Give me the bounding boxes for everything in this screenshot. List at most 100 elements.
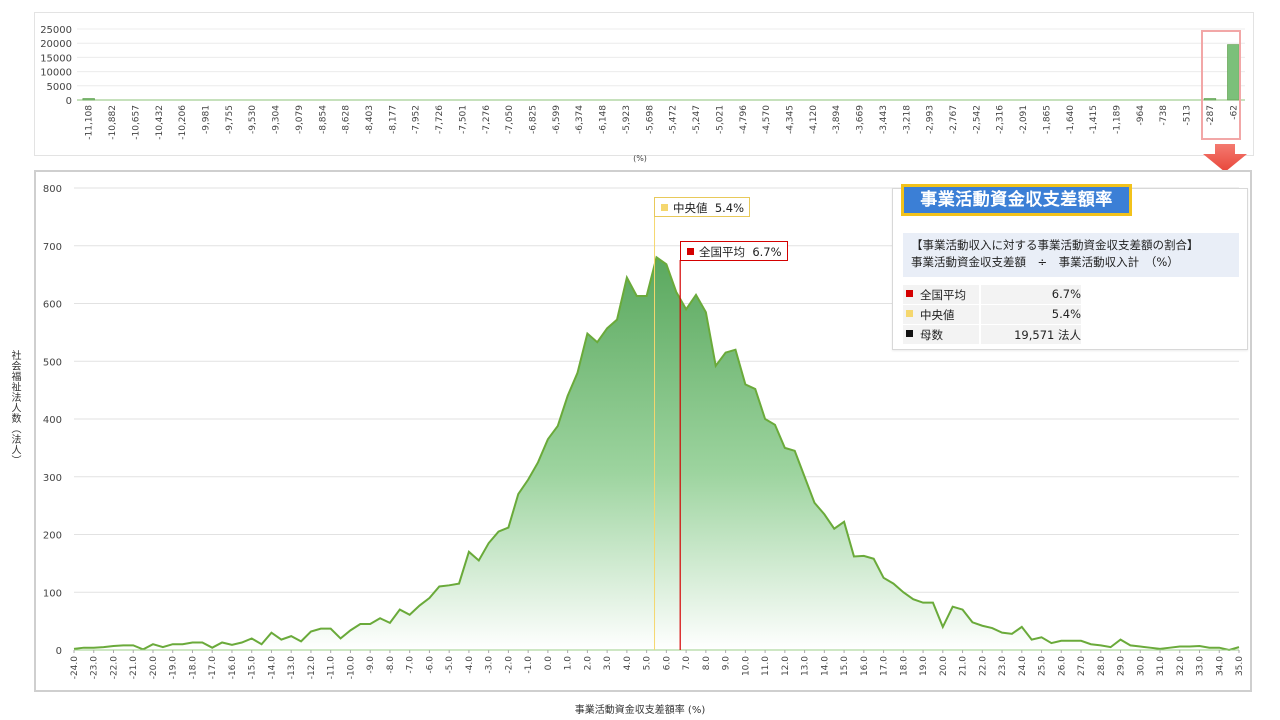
overview-bar: [1203, 98, 1217, 101]
overview-x-tick-label: -10,657: [131, 105, 141, 140]
overview-x-tick-label: -8,177: [388, 105, 398, 134]
overview-x-tick-label: -513: [1183, 105, 1193, 125]
overview-x-tick-label: -7,726: [435, 105, 445, 134]
overview-x-tick-label: -4,570: [762, 105, 772, 134]
overview-x-tick-label: -5,923: [622, 105, 632, 134]
overview-x-tick-label: -8,628: [342, 105, 352, 134]
overview-x-tick-label: -9,981: [201, 105, 211, 134]
x-tick-label: 32.0: [1176, 656, 1186, 676]
x-tick-label: 31.0: [1156, 656, 1166, 676]
summary-row-value: 5.4%: [1051, 307, 1081, 321]
overview-x-tick-label: -738: [1159, 105, 1169, 126]
summary-row-value: 6.7%: [1051, 287, 1081, 301]
overview-y-tick-label: 25000: [40, 25, 72, 36]
overview-x-tick-label: -2,993: [926, 105, 936, 134]
overview-y-tick-label: 20000: [40, 39, 72, 50]
overview-x-tick-label: -5,021: [715, 105, 725, 134]
x-tick-label: 14.0: [820, 656, 830, 676]
overview-x-tick-label: -10,882: [108, 105, 118, 140]
x-tick-label: 2.0: [583, 656, 593, 671]
x-tick-label: 22.0: [978, 656, 988, 676]
x-tick-label: 17.0: [880, 656, 890, 676]
overview-x-tick-label: -2,767: [949, 105, 959, 134]
x-tick-label: -23.0: [90, 656, 100, 680]
x-tick-label: -19.0: [169, 656, 179, 680]
x-tick-label: 27.0: [1077, 656, 1087, 676]
overview-x-tick-label: -6,374: [575, 105, 585, 134]
x-tick-label: -13.0: [287, 656, 297, 680]
overview-x-tick-label: -2,091: [1019, 105, 1029, 134]
x-tick-label: 7.0: [682, 656, 692, 671]
overview-histogram: 0 5000 10000 15000 20000 25000 -11,108 -10,882 -…: [40, 25, 1245, 140]
y-tick-label: 800: [43, 184, 62, 195]
x-tick-label: -5.0: [445, 656, 455, 674]
x-tick-label: -11.0: [327, 656, 337, 680]
mean-callout-value: 6.7%: [752, 245, 782, 259]
x-tick-label: 28.0: [1097, 656, 1107, 676]
overview-x-tick-label: -1,865: [1042, 105, 1052, 134]
overview-x-tick-label: -8,403: [365, 105, 375, 134]
overview-x-unit: (%): [633, 154, 647, 163]
x-tick-label: -20.0: [149, 656, 159, 680]
x-tick-label: -7.0: [406, 656, 416, 674]
overview-x-tick-label: -5,698: [645, 105, 655, 134]
x-tick-label: 29.0: [1117, 656, 1127, 676]
x-tick-label: -22.0: [109, 656, 119, 680]
overview-x-tick-label: -4,796: [739, 105, 749, 134]
x-tick-label: -8.0: [386, 656, 396, 674]
mean-callout: 全国平均 6.7%: [680, 241, 788, 261]
overview-x-tick-label: -7,952: [412, 105, 422, 134]
median-callout: 中央値 5.4%: [654, 197, 751, 217]
overview-y-tick-label: 10000: [40, 68, 72, 79]
overview-x-tick-label: -9,079: [295, 105, 305, 134]
y-tick-label: 300: [43, 473, 62, 484]
x-tick-label: -4.0: [465, 656, 475, 674]
overview-highlight-box: [1201, 30, 1241, 140]
summary-row-label: 母数: [920, 328, 943, 342]
summary-row-label: 中央値: [920, 308, 955, 322]
overview-x-tick-label: -6,825: [529, 105, 539, 134]
overview-x-tick-label: -62: [1229, 105, 1239, 120]
overview-x-tick-label: -3,443: [879, 105, 889, 134]
overview-x-tick-label: -8,854: [318, 105, 328, 134]
median-callout-label: 中央値: [673, 201, 708, 215]
summary-description-line1: 【事業活動収入に対する事業活動資金収支差額の割合】: [911, 238, 1199, 252]
x-tick-label: -17.0: [208, 656, 218, 680]
distribution-area: [74, 257, 1239, 650]
overview-x-tick-label: -11,108: [85, 105, 95, 140]
x-tick-label: -6.0: [425, 656, 435, 674]
x-tick-label: 24.0: [1018, 656, 1028, 676]
x-tick-label: -3.0: [485, 656, 495, 674]
overview-x-tick-label: -3,218: [902, 105, 912, 134]
distribution-line: [73, 255, 1240, 652]
overview-x-tick-label: -10,432: [155, 105, 165, 140]
x-tick-label: 33.0: [1196, 656, 1206, 676]
summary-title: 事業活動資金収支差額率: [901, 184, 1132, 216]
y-tick-label: 0: [56, 646, 62, 657]
x-tick-label: 6.0: [662, 656, 672, 671]
x-tick-label: 4.0: [623, 656, 633, 671]
x-tick-label: 25.0: [1038, 656, 1048, 676]
overview-x-tick-label: -4,345: [785, 105, 795, 134]
count-swatch: [906, 330, 913, 337]
overview-x-tick-label: -2,316: [996, 105, 1006, 134]
x-tick-label: 3.0: [603, 656, 613, 671]
x-tick-label: -24.0: [70, 656, 80, 680]
x-tick-label: 16.0: [860, 656, 870, 676]
summary-description-line2: 事業活動資金収支差額 ÷ 事業活動収入計 （%）: [911, 255, 1179, 269]
x-tick-label: 5.0: [643, 656, 653, 671]
overview-x-tick-label: -6,599: [552, 105, 562, 134]
x-tick-label: 9.0: [722, 656, 732, 671]
overview-x-tick-label: -3,669: [856, 105, 866, 134]
x-tick-label: 8.0: [702, 656, 712, 671]
x-tick-label: 19.0: [919, 656, 929, 676]
median-marker-swatch: [661, 204, 668, 211]
overview-x-tick-label: -9,530: [248, 105, 258, 134]
y-tick-label: 100: [43, 588, 62, 599]
x-tick-label: -10.0: [346, 656, 356, 680]
overview-x-tick-label: -5,247: [692, 105, 702, 134]
x-tick-label: 0.0: [544, 656, 554, 671]
overview-y-tick-label: 0: [66, 96, 72, 107]
x-tick-label: 20.0: [939, 656, 949, 676]
overview-x-tick-label: -7,276: [482, 105, 492, 134]
